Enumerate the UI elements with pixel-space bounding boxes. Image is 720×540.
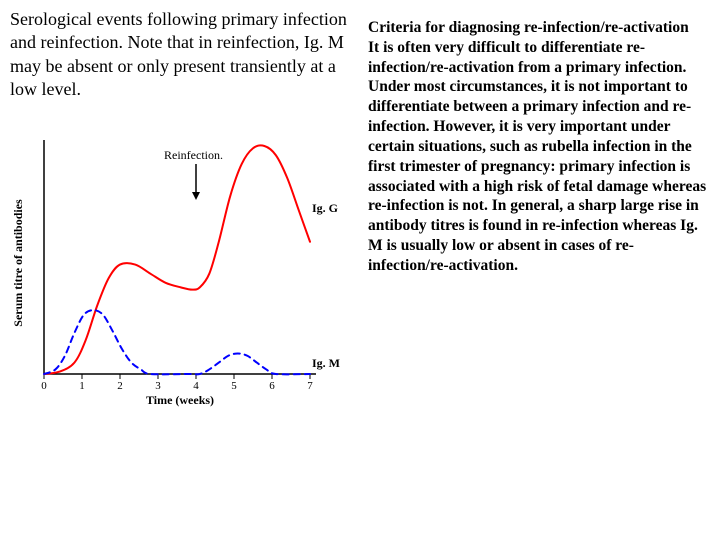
- x-tick: 2: [117, 380, 123, 392]
- x-tick: 1: [79, 380, 85, 392]
- reinfection-label: Reinfection.: [164, 148, 223, 163]
- x-axis-label: Time (weeks): [146, 393, 214, 408]
- x-tick: 0: [41, 380, 47, 392]
- right-column: Criteria for diagnosing re-infection/re-…: [368, 8, 708, 532]
- serology-chart: Serum titre of antibodies Reinfection. 0…: [10, 118, 350, 408]
- x-tick: 7: [307, 380, 313, 392]
- left-column: Serological events following primary inf…: [10, 8, 350, 532]
- x-tick: 4: [193, 380, 199, 392]
- series-label-igg: Ig. G: [312, 201, 338, 216]
- x-tick: 6: [269, 380, 275, 392]
- x-tick: 5: [231, 380, 237, 392]
- y-axis-label: Serum titre of antibodies: [11, 199, 26, 326]
- page-layout: Serological events following primary inf…: [0, 0, 720, 540]
- series-label-igm: Ig. M: [312, 356, 340, 371]
- criteria-body: It is often very difficult to differenti…: [368, 38, 708, 276]
- criteria-heading: Criteria for diagnosing re-infection/re-…: [368, 18, 708, 38]
- x-tick: 3: [155, 380, 161, 392]
- figure-caption: Serological events following primary inf…: [10, 8, 350, 102]
